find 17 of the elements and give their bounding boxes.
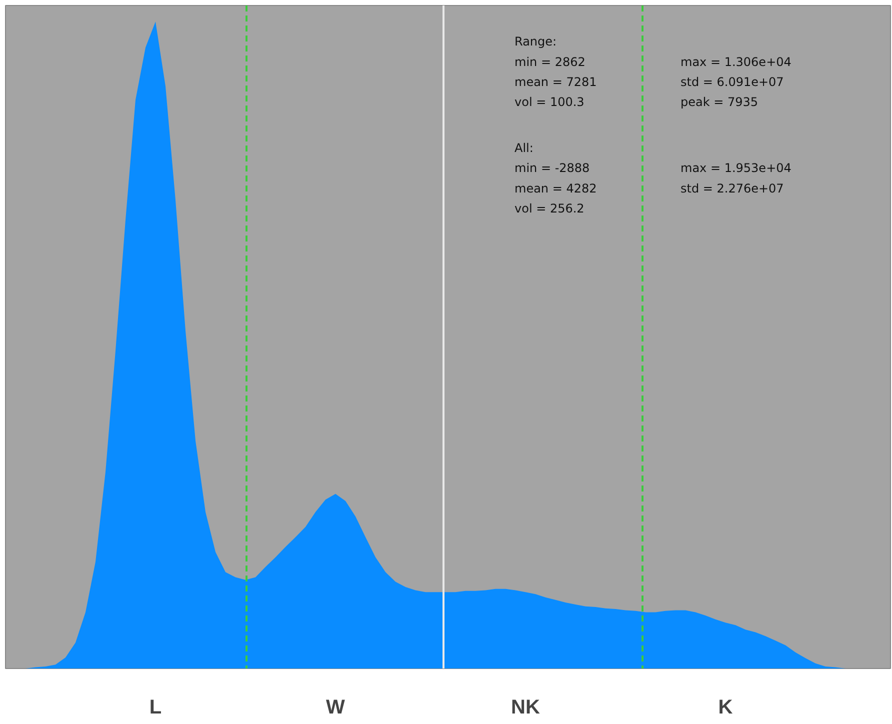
x-tick-label: K	[718, 696, 734, 718]
annotation: std = 2.276e+07	[680, 181, 784, 196]
x-tick-label: L	[149, 696, 162, 718]
x-tick-label: W	[326, 696, 346, 718]
annotation: Range:	[514, 34, 557, 49]
annotation: All:	[514, 141, 534, 156]
annotation: vol = 100.3	[514, 94, 584, 109]
annotation: min = 2862	[514, 54, 586, 69]
annotation: min = -2888	[514, 161, 590, 176]
annotation: max = 1.306e+04	[680, 54, 792, 69]
annotation: std = 6.091e+07	[680, 74, 784, 89]
annotation: peak = 7935	[680, 94, 758, 109]
annotation: mean = 7281	[514, 74, 597, 89]
annotation: vol = 256.2	[514, 201, 584, 216]
x-tick-label: NK	[511, 696, 540, 718]
annotation: max = 1.953e+04	[680, 161, 792, 176]
annotation: mean = 4282	[514, 181, 597, 196]
